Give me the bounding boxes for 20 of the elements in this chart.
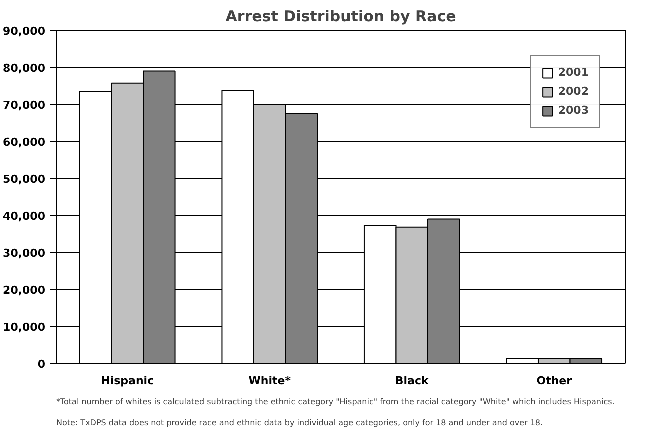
- x-tick-label: White*: [248, 374, 292, 388]
- y-tick-label: 30,000: [3, 247, 46, 260]
- legend-label: 2001: [558, 66, 589, 79]
- y-tick-label: 50,000: [3, 173, 46, 186]
- y-tick-label: 60,000: [3, 136, 46, 149]
- chart-title: Arrest Distribution by Race: [226, 8, 456, 26]
- x-tick-label: Black: [395, 374, 430, 388]
- y-tick-label: 90,000: [3, 25, 46, 38]
- text: Note: TxDPS data does not provide race and ethnic data by individual age categories, only for 18 and under and over 18.: [56, 418, 544, 428]
- x-tick-label: Hispanic: [101, 374, 154, 388]
- y-tick-label: 40,000: [3, 210, 46, 223]
- y-tick-label: 70,000: [3, 99, 46, 112]
- y-tick-label: 20,000: [3, 284, 46, 297]
- text: *Total number of whites is calculated subtracting the ethnic category "Hispanic" from the racial category "White" which includes Hispanics.: [56, 398, 615, 406]
- y-tick-label: 10,000: [3, 321, 46, 334]
- legend-label: 2003: [558, 104, 589, 117]
- legend-label: 2002: [558, 85, 589, 98]
- x-tick-label: Other: [536, 374, 573, 388]
- y-tick-label: 0: [38, 358, 46, 371]
- y-tick-label: 80,000: [3, 62, 46, 75]
